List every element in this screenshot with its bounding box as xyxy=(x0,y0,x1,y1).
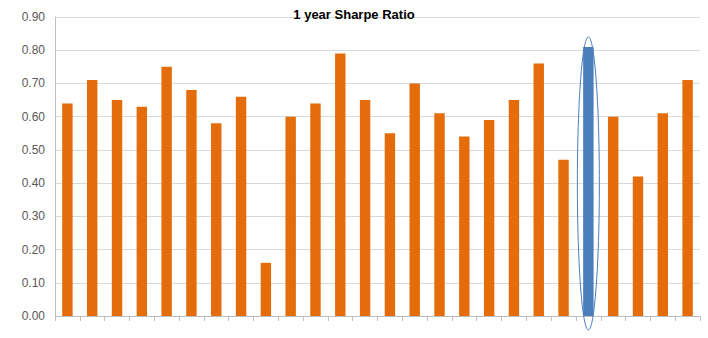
svg-text:0.30: 0.30 xyxy=(22,209,46,223)
svg-text:0.50: 0.50 xyxy=(22,143,46,157)
svg-text:0.70: 0.70 xyxy=(22,76,46,90)
svg-text:0.10: 0.10 xyxy=(22,276,46,290)
svg-text:0.80: 0.80 xyxy=(22,43,46,57)
svg-text:1 year Sharpe Ratio: 1 year Sharpe Ratio xyxy=(293,7,414,22)
svg-text:0.40: 0.40 xyxy=(22,176,46,190)
svg-text:0.00: 0.00 xyxy=(22,309,46,323)
svg-text:0.60: 0.60 xyxy=(22,110,46,124)
svg-text:0.20: 0.20 xyxy=(22,243,46,257)
svg-text:0.90: 0.90 xyxy=(22,10,46,24)
